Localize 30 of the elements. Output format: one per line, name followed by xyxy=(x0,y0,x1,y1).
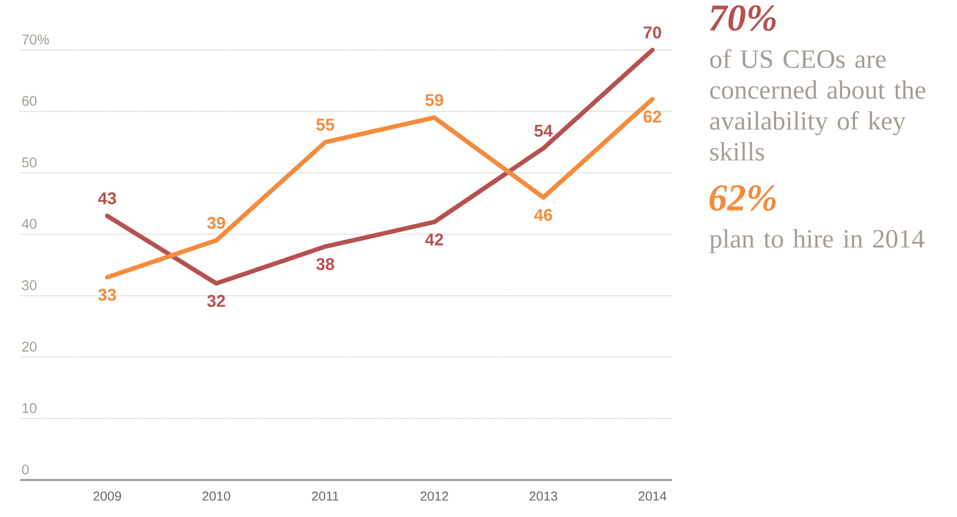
y-tick-label: 10 xyxy=(22,403,37,414)
x-tick-label: 2013 xyxy=(530,492,558,501)
y-tick-label: 30 xyxy=(22,280,37,290)
y-tick-label: 60 xyxy=(22,96,37,106)
data-label: 42 xyxy=(425,234,444,246)
data-label: 33 xyxy=(98,288,116,301)
text: 62% xyxy=(710,185,776,211)
data-label: 46 xyxy=(534,208,552,221)
text: 70% xyxy=(710,5,776,31)
data-label: 55 xyxy=(316,118,334,131)
data-label: 59 xyxy=(425,94,444,106)
y-tick-label: 70% xyxy=(22,34,49,44)
data-label: 62 xyxy=(644,110,662,123)
x-tick-label: 2011 xyxy=(312,492,339,501)
data-label: 43 xyxy=(98,192,116,204)
y-tick-label: 0 xyxy=(22,464,29,474)
data-label: 38 xyxy=(316,258,334,270)
x-tick-label: 2010 xyxy=(202,492,230,501)
y-tick-label: 20 xyxy=(22,342,37,352)
text: of US CEOs are concerned about the availability of key skills xyxy=(710,49,926,161)
data-label: 70 xyxy=(644,26,662,38)
x-tick-label: 2009 xyxy=(93,492,122,501)
x-tick-label: 2012 xyxy=(420,492,448,501)
x-tick-label: 2014 xyxy=(638,492,666,501)
text: plan to hire in 2014 xyxy=(710,229,924,254)
data-label: 32 xyxy=(207,294,225,307)
y-tick-label: 50 xyxy=(22,157,37,168)
data-label: 54 xyxy=(534,124,553,137)
data-label: 39 xyxy=(207,216,226,229)
y-tick-label: 40 xyxy=(22,218,37,229)
